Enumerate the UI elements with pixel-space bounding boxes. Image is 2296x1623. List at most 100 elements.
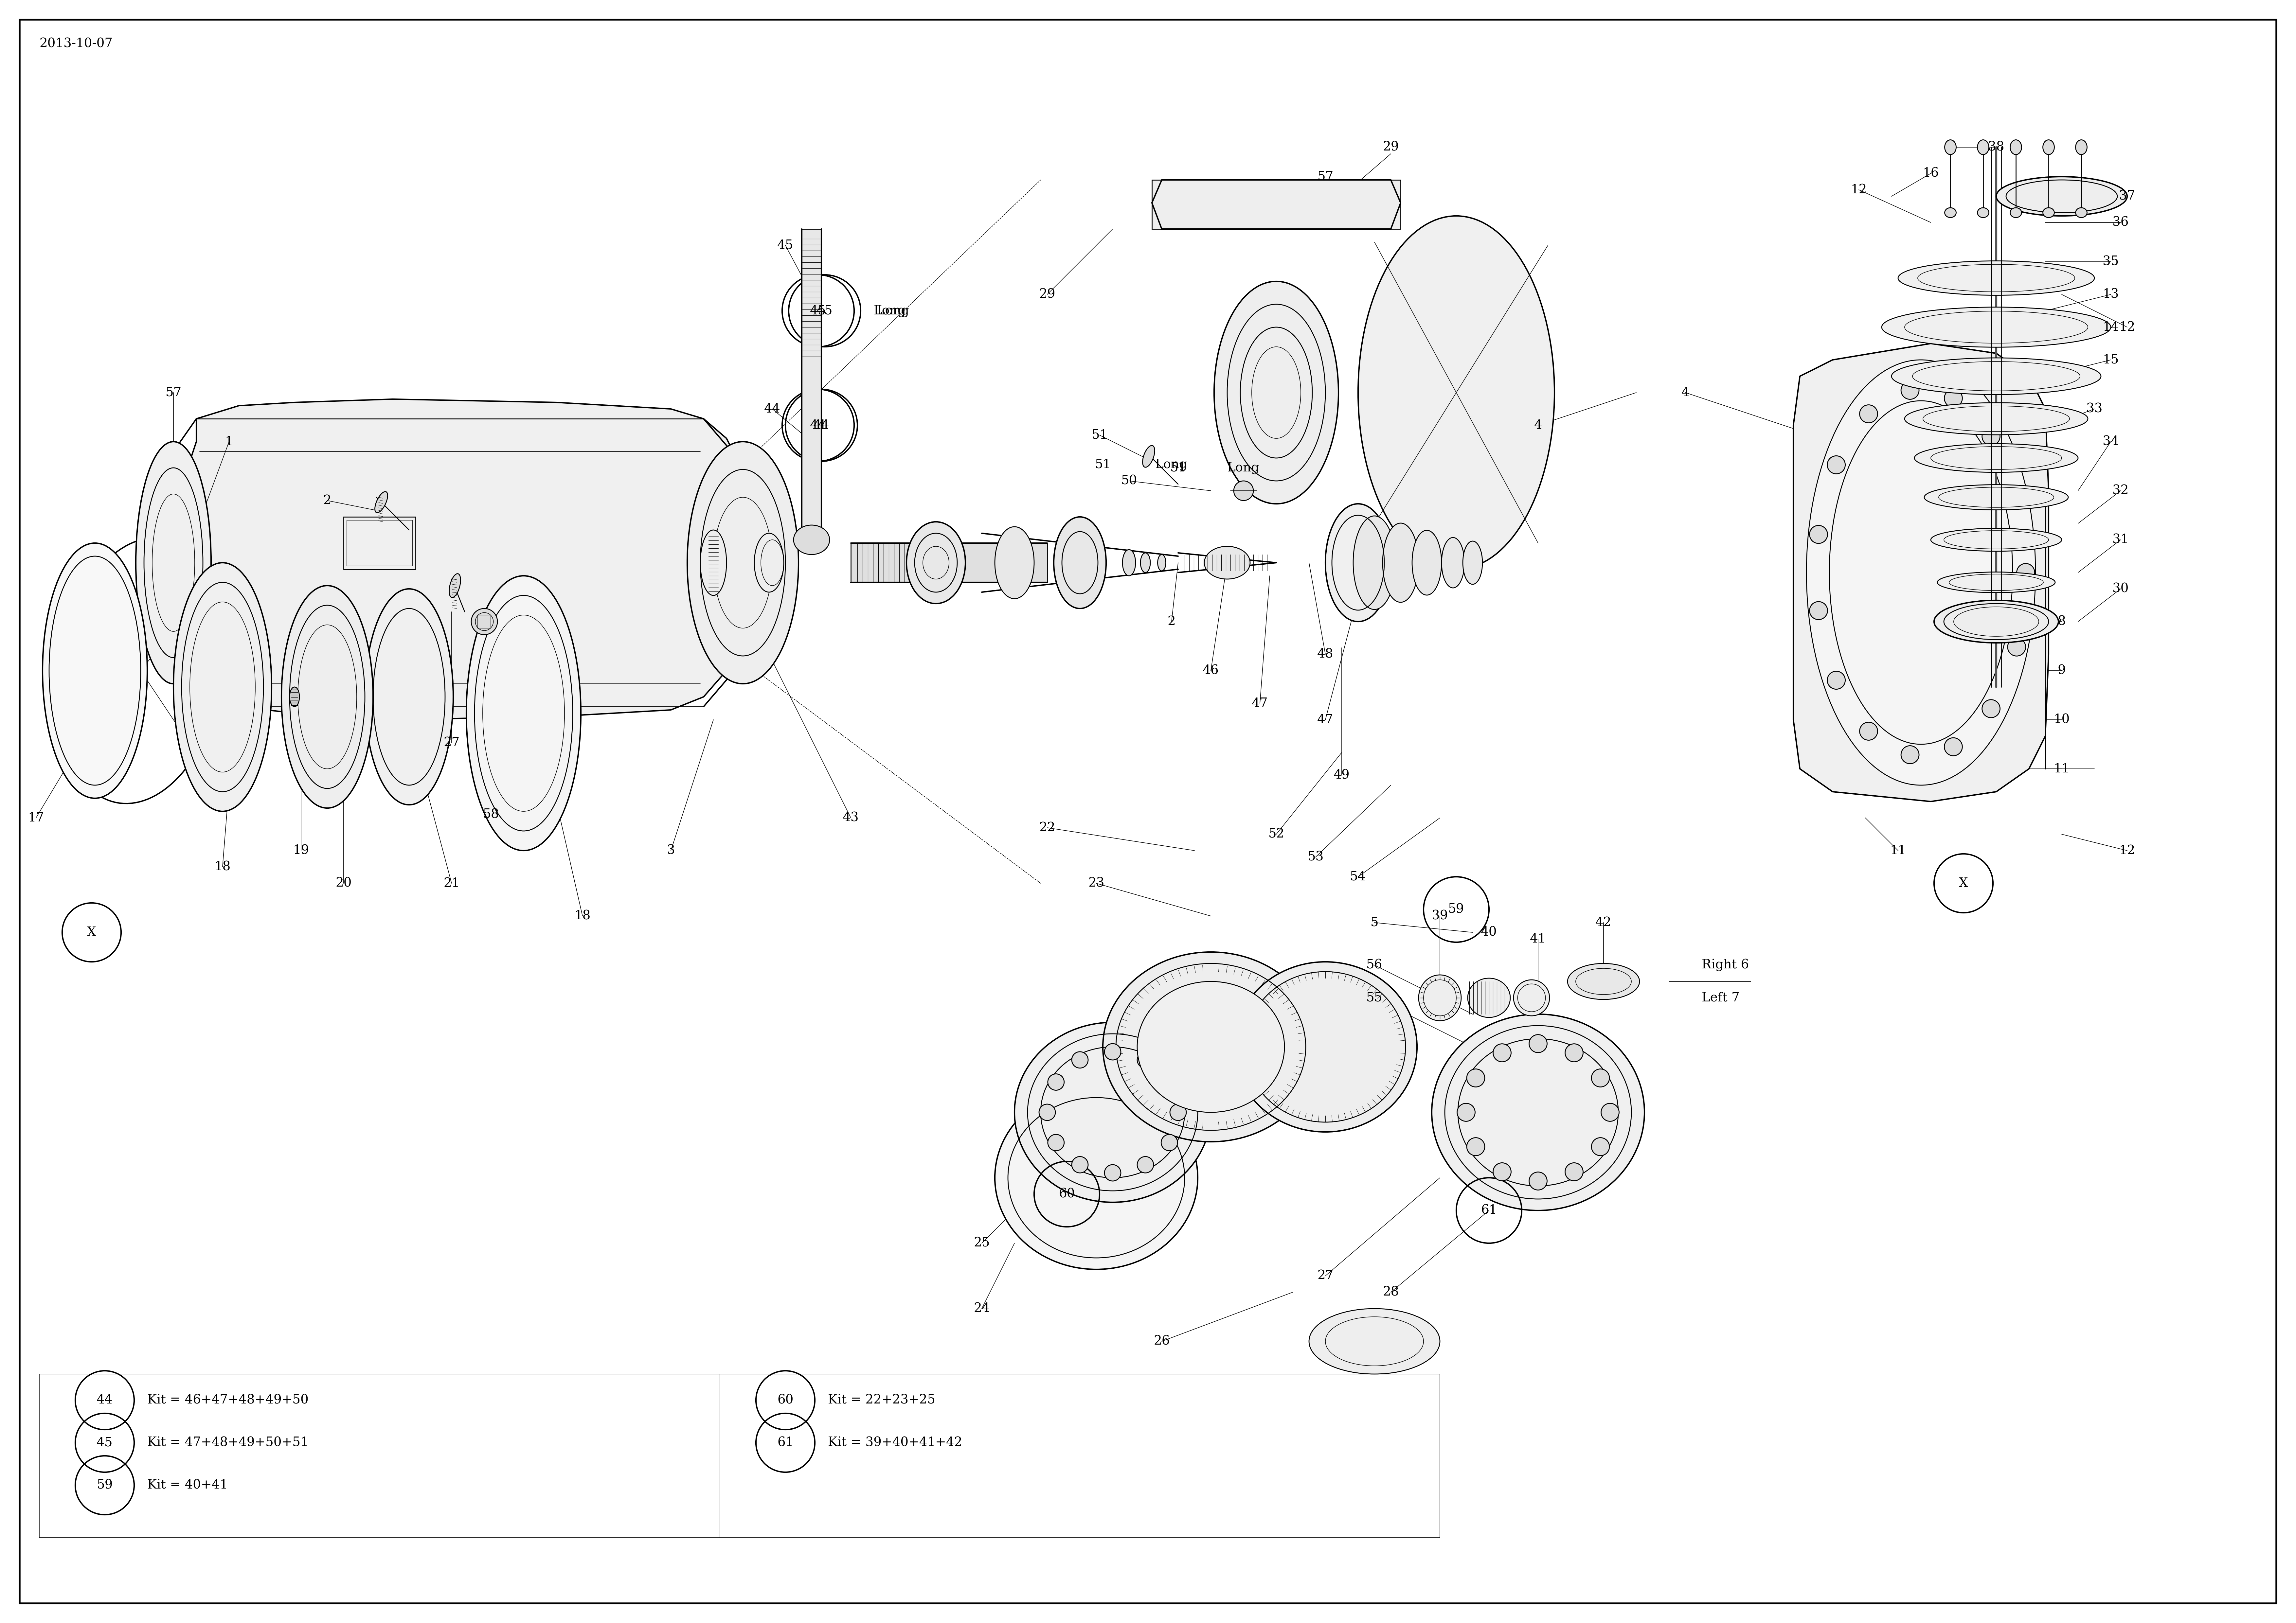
Ellipse shape: [1931, 529, 2062, 552]
Ellipse shape: [1123, 550, 1137, 576]
Ellipse shape: [1945, 140, 1956, 154]
Ellipse shape: [1015, 1022, 1210, 1203]
Ellipse shape: [1233, 962, 1417, 1131]
Ellipse shape: [755, 534, 783, 592]
Ellipse shape: [1102, 953, 1318, 1141]
Ellipse shape: [1215, 281, 1339, 503]
Ellipse shape: [687, 441, 799, 683]
Ellipse shape: [1433, 1014, 1644, 1211]
Ellipse shape: [1442, 537, 1465, 588]
Text: 45: 45: [778, 239, 794, 252]
Text: 40: 40: [1481, 927, 1497, 938]
Text: 28: 28: [1382, 1285, 1398, 1298]
Ellipse shape: [1924, 485, 2069, 510]
Bar: [801, 229, 822, 540]
Text: 44: 44: [765, 403, 781, 415]
Text: Long: Long: [1226, 461, 1261, 474]
Ellipse shape: [1529, 1034, 1548, 1053]
Ellipse shape: [1467, 979, 1511, 1018]
Text: 47: 47: [1318, 714, 1334, 725]
Ellipse shape: [471, 609, 498, 635]
Text: 36: 36: [2112, 216, 2128, 229]
Text: 42: 42: [1596, 917, 1612, 928]
Ellipse shape: [1807, 360, 2037, 786]
Ellipse shape: [1047, 1074, 1063, 1091]
Ellipse shape: [1860, 722, 1878, 740]
Text: 56: 56: [1366, 959, 1382, 971]
Ellipse shape: [1591, 1138, 1609, 1156]
Ellipse shape: [282, 586, 372, 808]
Bar: [347, 519, 413, 566]
Text: 37: 37: [2119, 190, 2135, 203]
Text: Kit = 47+48+49+50+51: Kit = 47+48+49+50+51: [147, 1436, 308, 1449]
Text: 15: 15: [2103, 354, 2119, 365]
Ellipse shape: [1899, 261, 2094, 295]
Ellipse shape: [1513, 980, 1550, 1016]
Ellipse shape: [1591, 1070, 1609, 1087]
Text: 14: 14: [2103, 321, 2119, 333]
Text: 2: 2: [324, 495, 331, 506]
Ellipse shape: [1860, 404, 1878, 424]
Text: 29: 29: [1040, 289, 1056, 300]
Text: 51: 51: [1171, 463, 1187, 474]
Text: 58: 58: [482, 808, 498, 821]
Ellipse shape: [1040, 1104, 1056, 1120]
Ellipse shape: [1171, 1104, 1187, 1120]
Ellipse shape: [1906, 403, 2087, 435]
Ellipse shape: [1412, 531, 1442, 596]
Text: 18: 18: [574, 911, 590, 922]
Ellipse shape: [1137, 1157, 1153, 1173]
Ellipse shape: [1600, 1104, 1619, 1121]
Ellipse shape: [1104, 1044, 1120, 1060]
Text: 50: 50: [1120, 476, 1137, 487]
Text: 12: 12: [2119, 844, 2135, 857]
Ellipse shape: [289, 687, 298, 706]
Text: 33: 33: [2087, 403, 2103, 415]
Text: 35: 35: [2103, 256, 2119, 268]
Ellipse shape: [2007, 489, 2025, 506]
Ellipse shape: [1977, 208, 1988, 217]
Text: Kit = 46+47+48+49+50: Kit = 46+47+48+49+50: [147, 1394, 308, 1406]
Text: 39: 39: [1433, 911, 1449, 922]
Ellipse shape: [1892, 359, 2101, 394]
Ellipse shape: [1359, 216, 1554, 570]
Text: 17: 17: [28, 812, 44, 824]
Ellipse shape: [1938, 571, 2055, 592]
Text: 34: 34: [2103, 435, 2119, 448]
Text: 12: 12: [2119, 321, 2135, 333]
Ellipse shape: [1945, 738, 1963, 756]
Ellipse shape: [794, 526, 829, 555]
Ellipse shape: [174, 563, 271, 812]
Text: 60: 60: [778, 1394, 794, 1406]
Text: 10: 10: [2053, 714, 2069, 725]
Text: 51: 51: [1091, 428, 1107, 441]
Ellipse shape: [2043, 140, 2055, 154]
Text: 30: 30: [2112, 583, 2128, 596]
Text: 54: 54: [1350, 870, 1366, 883]
Text: 43: 43: [843, 812, 859, 824]
Text: 55: 55: [1366, 992, 1382, 1005]
Ellipse shape: [1566, 1162, 1582, 1182]
Ellipse shape: [2043, 208, 2055, 217]
Text: 45: 45: [96, 1436, 113, 1449]
Bar: [852, 544, 1047, 583]
Ellipse shape: [1566, 1044, 1582, 1061]
Ellipse shape: [1309, 1308, 1440, 1375]
Text: Long: Long: [1155, 458, 1187, 471]
Text: 57: 57: [1318, 170, 1334, 183]
Ellipse shape: [1157, 555, 1166, 571]
Text: 11: 11: [1890, 844, 1906, 857]
Text: 3: 3: [666, 844, 675, 857]
Ellipse shape: [1809, 602, 1828, 620]
Ellipse shape: [1529, 1172, 1548, 1190]
Ellipse shape: [1828, 456, 1846, 474]
Text: 31: 31: [2112, 534, 2128, 545]
Text: 13: 13: [2103, 289, 2119, 300]
Ellipse shape: [1463, 540, 1483, 584]
Text: 5: 5: [1371, 917, 1378, 928]
Ellipse shape: [1162, 1134, 1178, 1151]
Ellipse shape: [1072, 1157, 1088, 1173]
Text: 9: 9: [2057, 664, 2066, 677]
Ellipse shape: [1883, 307, 2110, 347]
Ellipse shape: [1054, 516, 1107, 609]
